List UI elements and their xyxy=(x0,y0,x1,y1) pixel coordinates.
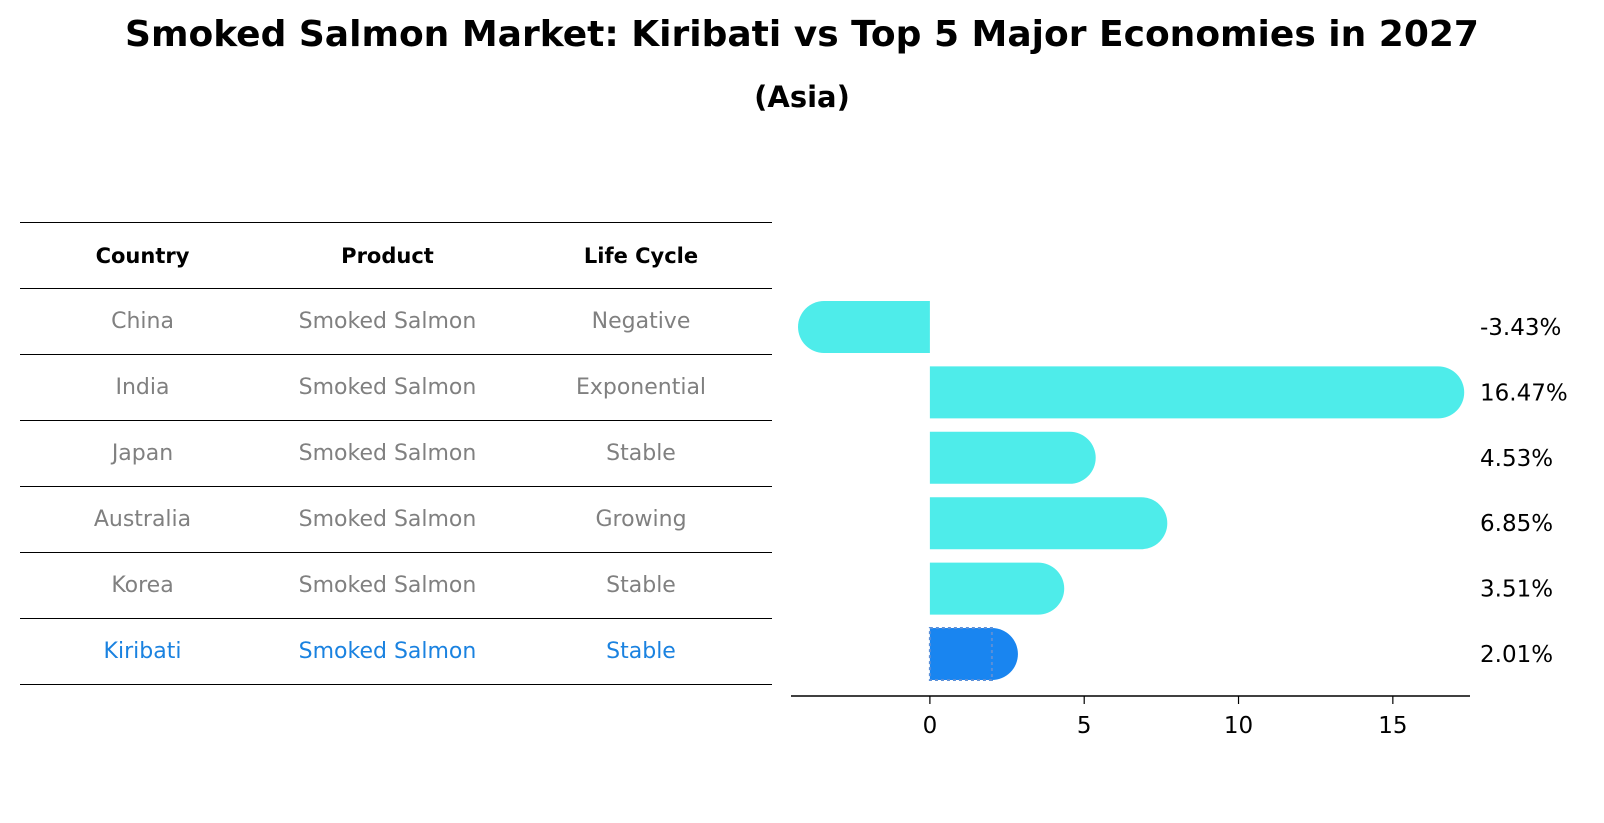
x-tick-label: 5 xyxy=(1077,713,1092,739)
cell-product: Smoked Salmon xyxy=(265,288,510,355)
bar-shape xyxy=(798,301,930,353)
bar-india xyxy=(929,366,1465,419)
header-country: Country xyxy=(20,222,265,289)
table-header-row: Country Product Life Cycle xyxy=(20,222,772,289)
chart-title: Smoked Salmon Market: Kiribati vs Top 5 … xyxy=(125,14,1479,55)
bar-shape xyxy=(929,366,1465,419)
table-row: Korea Smoked Salmon Stable xyxy=(20,552,772,619)
cell-country: Australia xyxy=(20,486,265,553)
header-product: Product xyxy=(265,222,510,289)
cell-life-cycle: Stable xyxy=(510,552,772,619)
cell-product: Smoked Salmon xyxy=(265,354,510,421)
cell-country: Japan xyxy=(20,420,265,487)
x-tick-label: 15 xyxy=(1378,713,1407,739)
bar-china xyxy=(798,301,930,353)
table-row-highlight: Kiribati Smoked Salmon Stable xyxy=(20,618,772,685)
value-label-korea: 3.51% xyxy=(1480,577,1553,603)
bar-shape xyxy=(929,431,1096,484)
market-table: Country Product Life Cycle China Smoked … xyxy=(20,222,772,685)
value-label-australia: 6.85% xyxy=(1480,511,1553,537)
table-row: Japan Smoked Salmon Stable xyxy=(20,420,772,487)
cell-life-cycle: Stable xyxy=(510,618,772,685)
x-tick-label: 10 xyxy=(1224,713,1253,739)
bar-kiribati xyxy=(928,627,1018,681)
bar-australia xyxy=(929,497,1168,550)
cell-product: Smoked Salmon xyxy=(265,420,510,487)
table-row: China Smoked Salmon Negative xyxy=(20,288,772,355)
value-label-kiribati: 2.01% xyxy=(1480,642,1553,668)
cell-life-cycle: Stable xyxy=(510,420,772,487)
bar-shape xyxy=(929,497,1168,550)
cell-country: Korea xyxy=(20,552,265,619)
table-row: Australia Smoked Salmon Growing xyxy=(20,486,772,553)
value-label-japan: 4.53% xyxy=(1480,446,1553,472)
value-label-china: -3.43% xyxy=(1480,315,1561,341)
cell-country: China xyxy=(20,288,265,355)
cell-country: India xyxy=(20,354,265,421)
cell-country: Kiribati xyxy=(20,618,265,685)
bar-shape xyxy=(929,628,1018,680)
cell-life-cycle: Exponential xyxy=(510,354,772,421)
bar-highlight-outline xyxy=(928,627,993,681)
cell-product: Smoked Salmon xyxy=(265,486,510,553)
cell-life-cycle: Growing xyxy=(510,486,772,553)
bar-shape xyxy=(929,562,1065,615)
table-row: India Smoked Salmon Exponential xyxy=(20,354,772,421)
bar-korea xyxy=(929,562,1065,615)
bar-japan xyxy=(929,431,1096,484)
header-life-cycle: Life Cycle xyxy=(510,222,772,289)
cell-life-cycle: Negative xyxy=(510,288,772,355)
value-label-india: 16.47% xyxy=(1480,380,1568,406)
x-tick-label: 0 xyxy=(923,713,938,739)
cell-product: Smoked Salmon xyxy=(265,618,510,685)
chart-subtitle: (Asia) xyxy=(754,80,850,114)
cell-product: Smoked Salmon xyxy=(265,552,510,619)
